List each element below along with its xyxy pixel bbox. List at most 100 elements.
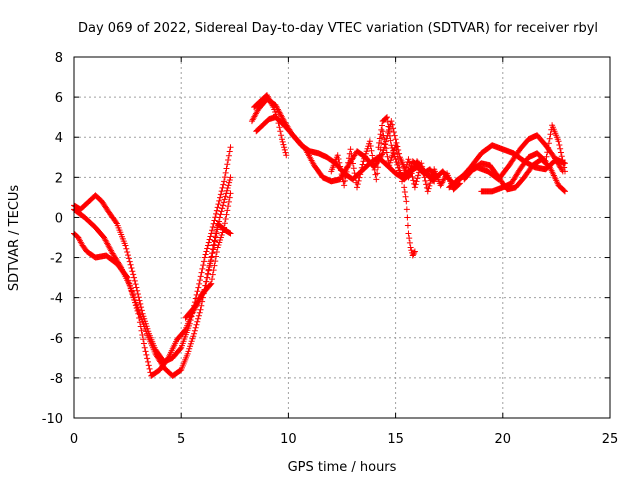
data-point [206,236,213,243]
plot-frame [73,56,611,419]
data-point [424,188,431,195]
data-point [281,146,288,153]
data-point [223,211,230,218]
data-point [404,214,411,221]
data-point [405,156,412,163]
y-tick-label: 2 [55,171,63,186]
data-point [354,181,361,188]
data-point [359,161,366,168]
data-point [196,309,203,316]
data-point [187,343,194,350]
data-point [113,219,120,226]
data-point [379,122,386,129]
data-point [401,189,408,196]
data-point [278,136,285,143]
data-point [367,142,374,149]
data-point [557,145,564,152]
data-point [561,187,568,194]
data-point [207,258,214,265]
data-point [393,146,400,153]
data-point [222,215,229,222]
data-point [221,220,228,227]
data-point [227,174,234,181]
data-point [221,196,228,203]
data-point [205,270,211,277]
data-point [136,297,143,304]
data-point [347,146,354,153]
data-point [414,175,421,182]
data-point [354,184,361,191]
data-point [226,148,233,155]
data-point [210,267,217,274]
data-point [409,173,416,180]
x-tick-label: 15 [387,432,404,447]
data-point [404,173,411,180]
data-point [209,223,216,230]
data-point [377,131,384,138]
data-point [225,198,232,205]
data-point [211,242,218,249]
data-point [132,302,139,309]
data-point [543,153,550,160]
y-tick-label: 8 [55,51,63,66]
data-point [374,164,381,171]
data-point [191,330,198,337]
data-point [418,160,425,167]
data-point [217,234,224,241]
data-point [278,132,285,139]
data-point [403,198,410,205]
data-point [392,136,399,143]
data-point [411,184,418,191]
data-point [204,245,211,252]
data-point [361,155,368,162]
data-point [127,282,134,289]
data-point [545,144,552,151]
data-point [205,239,212,246]
data-point [559,157,566,164]
data-point [547,131,554,138]
data-point [202,251,209,258]
data-point [208,230,215,237]
data-point [406,159,413,166]
data-point [394,161,401,168]
data-point [375,158,382,165]
data-point [401,184,408,191]
data-point [212,233,219,240]
data-point [374,170,381,177]
data-point [209,227,216,234]
series-arc-4 [182,190,234,321]
data-point [560,160,567,167]
data-point [209,246,216,253]
data-point [342,173,349,180]
data-point [211,237,218,244]
data-point [198,302,205,309]
data-point [561,164,568,171]
data-point [381,136,388,143]
data-point [213,207,220,214]
data-point [358,168,365,175]
data-point [122,242,129,249]
data-point [334,152,341,159]
data-point [409,252,416,259]
x-axis-label: GPS time / hours [288,460,397,475]
data-point [213,249,220,256]
data-point [213,230,220,237]
data-point [362,150,369,157]
data-point [197,273,204,280]
data-point [214,204,221,211]
data-point [223,187,230,194]
data-point [371,166,378,173]
y-tick-label: 0 [55,211,63,226]
data-point [393,159,400,166]
data-point [134,287,141,294]
data-point [406,239,413,246]
data-point [188,338,195,345]
data-point [215,201,222,208]
data-point [344,164,351,171]
data-point [134,291,141,298]
x-tick-label: 10 [280,432,297,447]
data-point [197,306,204,313]
data-point [376,135,383,142]
x-tick-label: 0 [70,432,78,447]
data-point [375,144,382,151]
